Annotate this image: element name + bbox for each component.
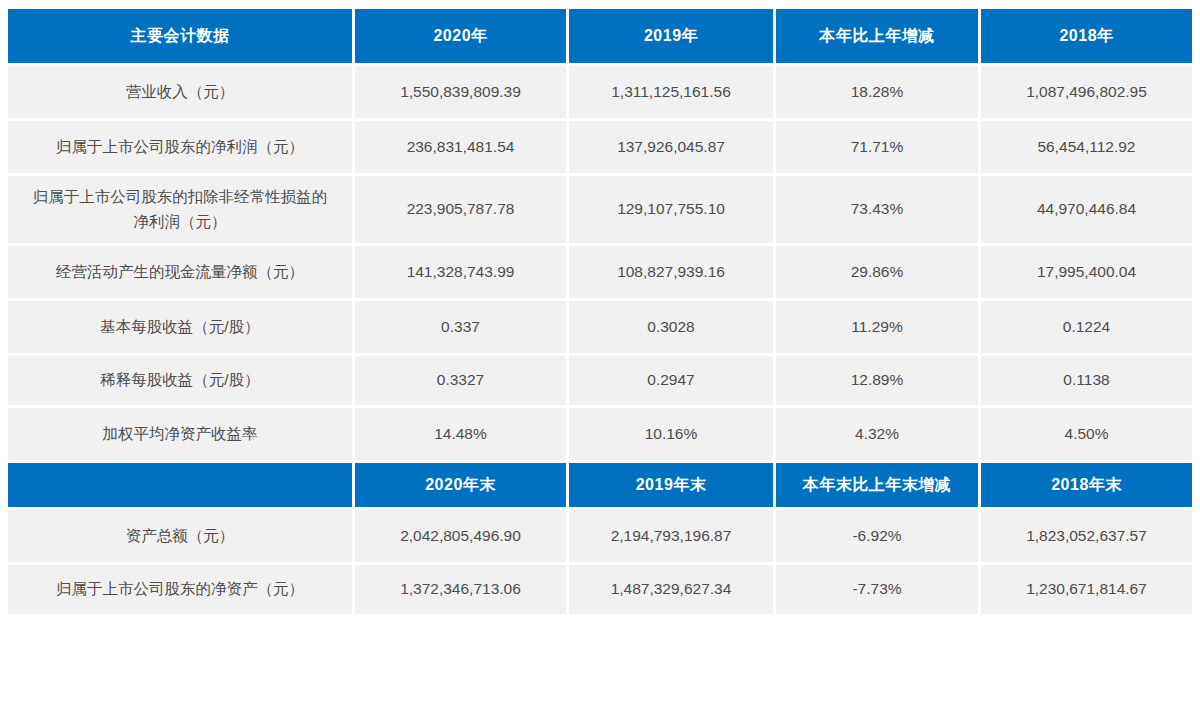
label-cell: 经营活动产生的现金流量净额（元） [8, 246, 352, 298]
value-cell: 141,328,743.99 [355, 246, 566, 298]
value-cell: 236,831,481.54 [355, 121, 566, 173]
label-cell: 归属于上市公司股东的扣除非经常性损益的净利润（元） [8, 176, 352, 243]
table-row-operating-cash-flow: 经营活动产生的现金流量净额（元） 141,328,743.99 108,827,… [8, 246, 1192, 298]
value-cell: 12.89% [776, 356, 978, 405]
header-cell-year-end-change: 本年末比上年末增减 [776, 463, 978, 507]
value-cell: 4.32% [776, 408, 978, 460]
table-row-net-profit-excl-nonrecurring: 归属于上市公司股东的扣除非经常性损益的净利润（元） 223,905,787.78… [8, 176, 1192, 243]
value-cell: 10.16% [569, 408, 773, 460]
value-cell: 1,230,671,814.67 [981, 565, 1192, 614]
label-cell: 加权平均净资产收益率 [8, 408, 352, 460]
table-row-net-assets: 归属于上市公司股东的净资产（元） 1,372,346,713.06 1,487,… [8, 565, 1192, 614]
value-cell: 1,087,496,802.95 [981, 66, 1192, 118]
value-cell: -6.92% [776, 510, 978, 562]
header-cell-2020-end: 2020年末 [355, 463, 566, 507]
value-cell: 44,970,446.84 [981, 176, 1192, 243]
value-cell: 17,995,400.04 [981, 246, 1192, 298]
value-cell: 0.3028 [569, 301, 773, 353]
header-cell-2019: 2019年 [569, 9, 773, 63]
label-cell: 资产总额（元） [8, 510, 352, 562]
value-cell: 2,194,793,196.87 [569, 510, 773, 562]
value-cell: 0.337 [355, 301, 566, 353]
value-cell: 0.2947 [569, 356, 773, 405]
page: 主要会计数据 2020年 2019年 本年比上年增减 2018年 营业收入（元）… [0, 0, 1200, 720]
value-cell: -7.73% [776, 565, 978, 614]
header-cell-2018: 2018年 [981, 9, 1192, 63]
value-cell: 0.1138 [981, 356, 1192, 405]
value-cell: 1,311,125,161.56 [569, 66, 773, 118]
value-cell: 73.43% [776, 176, 978, 243]
table-row-basic-eps: 基本每股收益（元/股） 0.337 0.3028 11.29% 0.1224 [8, 301, 1192, 353]
value-cell: 0.1224 [981, 301, 1192, 353]
header-cell-metric-title: 主要会计数据 [8, 9, 352, 63]
header-cell-blank [8, 463, 352, 507]
value-cell: 108,827,939.16 [569, 246, 773, 298]
table-header-row-annual: 主要会计数据 2020年 2019年 本年比上年增减 2018年 [8, 9, 1192, 63]
value-cell: 223,905,787.78 [355, 176, 566, 243]
label-cell: 基本每股收益（元/股） [8, 301, 352, 353]
value-cell: 1,823,052,637.57 [981, 510, 1192, 562]
value-cell: 4.50% [981, 408, 1192, 460]
value-cell: 11.29% [776, 301, 978, 353]
table-header-row-year-end: 2020年末 2019年末 本年末比上年末增减 2018年末 [8, 463, 1192, 507]
value-cell: 18.28% [776, 66, 978, 118]
header-cell-2018-end: 2018年末 [981, 463, 1192, 507]
table-row-revenue: 营业收入（元） 1,550,839,809.39 1,311,125,161.5… [8, 66, 1192, 118]
value-cell: 1,550,839,809.39 [355, 66, 566, 118]
table-row-total-assets: 资产总额（元） 2,042,805,496.90 2,194,793,196.8… [8, 510, 1192, 562]
value-cell: 137,926,045.87 [569, 121, 773, 173]
value-cell: 56,454,112.92 [981, 121, 1192, 173]
header-cell-2019-end: 2019年末 [569, 463, 773, 507]
value-cell: 2,042,805,496.90 [355, 510, 566, 562]
value-cell: 14.48% [355, 408, 566, 460]
label-cell: 营业收入（元） [8, 66, 352, 118]
table-row-weighted-avg-roe: 加权平均净资产收益率 14.48% 10.16% 4.32% 4.50% [8, 408, 1192, 460]
header-cell-2020: 2020年 [355, 9, 566, 63]
table-row-net-profit: 归属于上市公司股东的净利润（元） 236,831,481.54 137,926,… [8, 121, 1192, 173]
value-cell: 1,487,329,627.34 [569, 565, 773, 614]
value-cell: 29.86% [776, 246, 978, 298]
value-cell: 129,107,755.10 [569, 176, 773, 243]
financial-summary-table: 主要会计数据 2020年 2019年 本年比上年增减 2018年 营业收入（元）… [5, 6, 1195, 617]
label-cell: 归属于上市公司股东的净利润（元） [8, 121, 352, 173]
table-row-diluted-eps: 稀释每股收益（元/股） 0.3327 0.2947 12.89% 0.1138 [8, 356, 1192, 405]
value-cell: 71.71% [776, 121, 978, 173]
value-cell: 1,372,346,713.06 [355, 565, 566, 614]
value-cell: 0.3327 [355, 356, 566, 405]
label-cell: 稀释每股收益（元/股） [8, 356, 352, 405]
header-cell-yoy-change: 本年比上年增减 [776, 9, 978, 63]
label-cell: 归属于上市公司股东的净资产（元） [8, 565, 352, 614]
